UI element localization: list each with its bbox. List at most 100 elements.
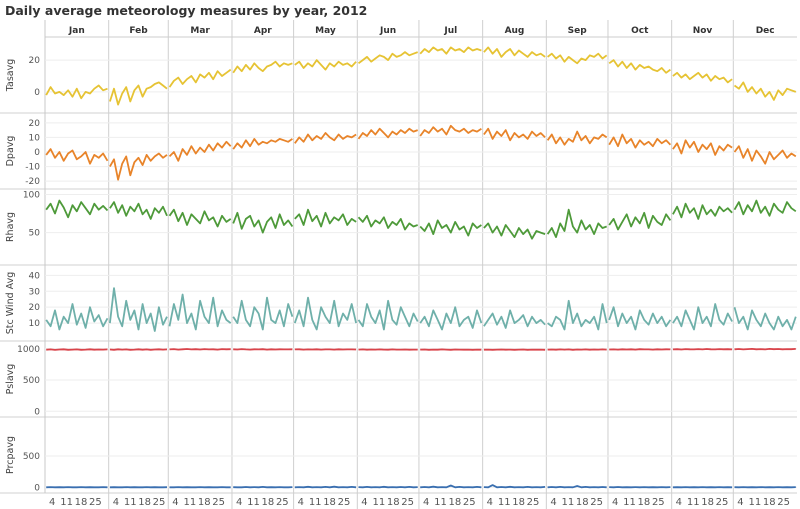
- series-line-stc-wind-avg: [547, 299, 608, 331]
- series-line-rhavg: [672, 202, 733, 220]
- series-line-dpavg: [232, 138, 293, 150]
- x-day-tick-label: 18: [75, 497, 88, 508]
- series-line-tasavg: [294, 59, 357, 71]
- series-line-prcpavg: [358, 485, 418, 489]
- series-line-tasavg: [232, 60, 293, 74]
- chart-title: Daily average meteorology measures by ye…: [5, 3, 368, 18]
- x-day-tick-label: 18: [387, 497, 400, 508]
- series-line-rhavg: [608, 211, 672, 231]
- x-day-tick-label: 25: [401, 497, 414, 508]
- x-day-tick-label: 18: [323, 497, 336, 508]
- x-day-tick-label: 25: [212, 497, 225, 508]
- series-line-stc-wind-avg: [232, 296, 294, 331]
- x-day-tick-label: 25: [777, 497, 790, 508]
- x-day-tick-label: 4: [676, 497, 682, 508]
- series-line-prcpavg: [483, 484, 546, 489]
- label-layer: Jan Feb Mar Apr May Jun Jul Aug Sep Oct Nov Dec 0 20 T…: [5, 26, 790, 508]
- month-label: Dec: [756, 26, 775, 36]
- month-header: [45, 20, 797, 37]
- series-line-rhavg: [546, 208, 608, 238]
- y-tick-label: 0: [34, 483, 40, 493]
- series-line-prcpavg: [294, 485, 357, 489]
- series-line-pslavg: [734, 348, 796, 351]
- series-line-stc-wind-avg: [357, 299, 419, 331]
- series-line-tasavg: [608, 59, 671, 74]
- line-layer: [45, 46, 797, 489]
- month-label: May: [315, 26, 336, 36]
- x-day-tick-label: 11: [309, 497, 322, 508]
- series-line-dpavg: [419, 124, 482, 137]
- series-line-rhavg: [419, 219, 482, 237]
- x-day-tick-label: 25: [527, 497, 540, 508]
- series-line-stc-wind-avg: [419, 306, 483, 331]
- y-tick-label: 20: [29, 119, 41, 129]
- series-line-stc-wind-avg: [608, 306, 672, 331]
- month-label: Jan: [68, 26, 85, 36]
- y-tick-label: 10: [29, 133, 41, 143]
- x-day-tick-label: 11: [373, 497, 386, 508]
- x-day-tick-label: 4: [49, 497, 55, 508]
- month-label: Mar: [190, 26, 210, 36]
- y-axis-title: Stc Wind Avg: [5, 272, 16, 335]
- series-line-prcpavg: [547, 485, 607, 489]
- y-tick-label: 50: [29, 229, 41, 239]
- series-line-dpavg: [546, 130, 608, 146]
- series-line-rhavg: [109, 201, 168, 220]
- series-line-tasavg: [419, 46, 482, 55]
- series-line-pslavg: [233, 348, 293, 351]
- series-line-dpavg: [109, 152, 168, 181]
- y-tick-label: 30: [29, 287, 41, 297]
- x-day-tick-label: 11: [562, 497, 575, 508]
- x-day-tick-label: 11: [247, 497, 260, 508]
- series-line-rhavg: [733, 199, 797, 217]
- series-line-tasavg: [45, 84, 108, 100]
- series-line-dpavg: [672, 139, 733, 156]
- x-day-tick-label: 4: [361, 497, 367, 508]
- month-label: Jul: [443, 26, 457, 36]
- series-line-stc-wind-avg: [672, 303, 733, 331]
- month-label: Jun: [379, 26, 396, 36]
- x-day-tick-label: 4: [737, 497, 743, 508]
- series-line-prcpavg: [420, 484, 482, 489]
- x-day-tick-label: 4: [550, 497, 556, 508]
- series-line-dpavg: [483, 127, 546, 142]
- x-day-tick-label: 4: [236, 497, 242, 508]
- series-line-stc-wind-avg: [733, 306, 797, 331]
- y-tick-label: 0: [34, 148, 40, 158]
- series-line-rhavg: [294, 208, 357, 228]
- series-line-rhavg: [357, 214, 419, 231]
- y-tick-label: 500: [23, 452, 40, 462]
- x-day-tick-label: 18: [576, 497, 589, 508]
- y-tick-label: 10: [29, 319, 41, 329]
- x-day-tick-label: 18: [262, 497, 275, 508]
- grid-layer: [0, 20, 797, 509]
- series-line-stc-wind-avg: [483, 309, 546, 329]
- series-line-pslavg: [109, 348, 168, 351]
- series-line-stc-wind-avg: [168, 293, 232, 331]
- x-day-tick-label: 11: [434, 497, 447, 508]
- series-line-tasavg: [547, 52, 608, 65]
- y-axis-title: Prcpavg: [5, 436, 16, 474]
- x-day-tick-label: 11: [749, 497, 762, 508]
- x-day-tick-label: 18: [701, 497, 714, 508]
- x-day-tick-label: 11: [60, 497, 73, 508]
- x-day-tick-label: 18: [198, 497, 211, 508]
- y-tick-label: 0: [34, 88, 40, 98]
- series-line-dpavg: [357, 127, 419, 140]
- series-line-pslavg: [46, 348, 108, 351]
- x-day-tick-label: 11: [498, 497, 511, 508]
- series-line-stc-wind-avg: [109, 287, 168, 332]
- x-day-tick-label: 4: [612, 497, 618, 508]
- series-line-stc-wind-avg: [293, 296, 357, 331]
- series-line-tasavg: [357, 51, 419, 65]
- month-label: Nov: [693, 26, 713, 36]
- x-day-tick-label: 25: [153, 497, 166, 508]
- y-tick-label: 100: [23, 191, 40, 201]
- x-day-tick-label: 25: [716, 497, 729, 508]
- x-day-tick-label: 4: [172, 497, 178, 508]
- y-tick-label: 1000: [17, 345, 40, 355]
- x-day-tick-label: 25: [463, 497, 476, 508]
- x-day-tick-label: 18: [449, 497, 462, 508]
- series-line-dpavg: [608, 133, 672, 149]
- y-tick-label: 20: [29, 303, 41, 313]
